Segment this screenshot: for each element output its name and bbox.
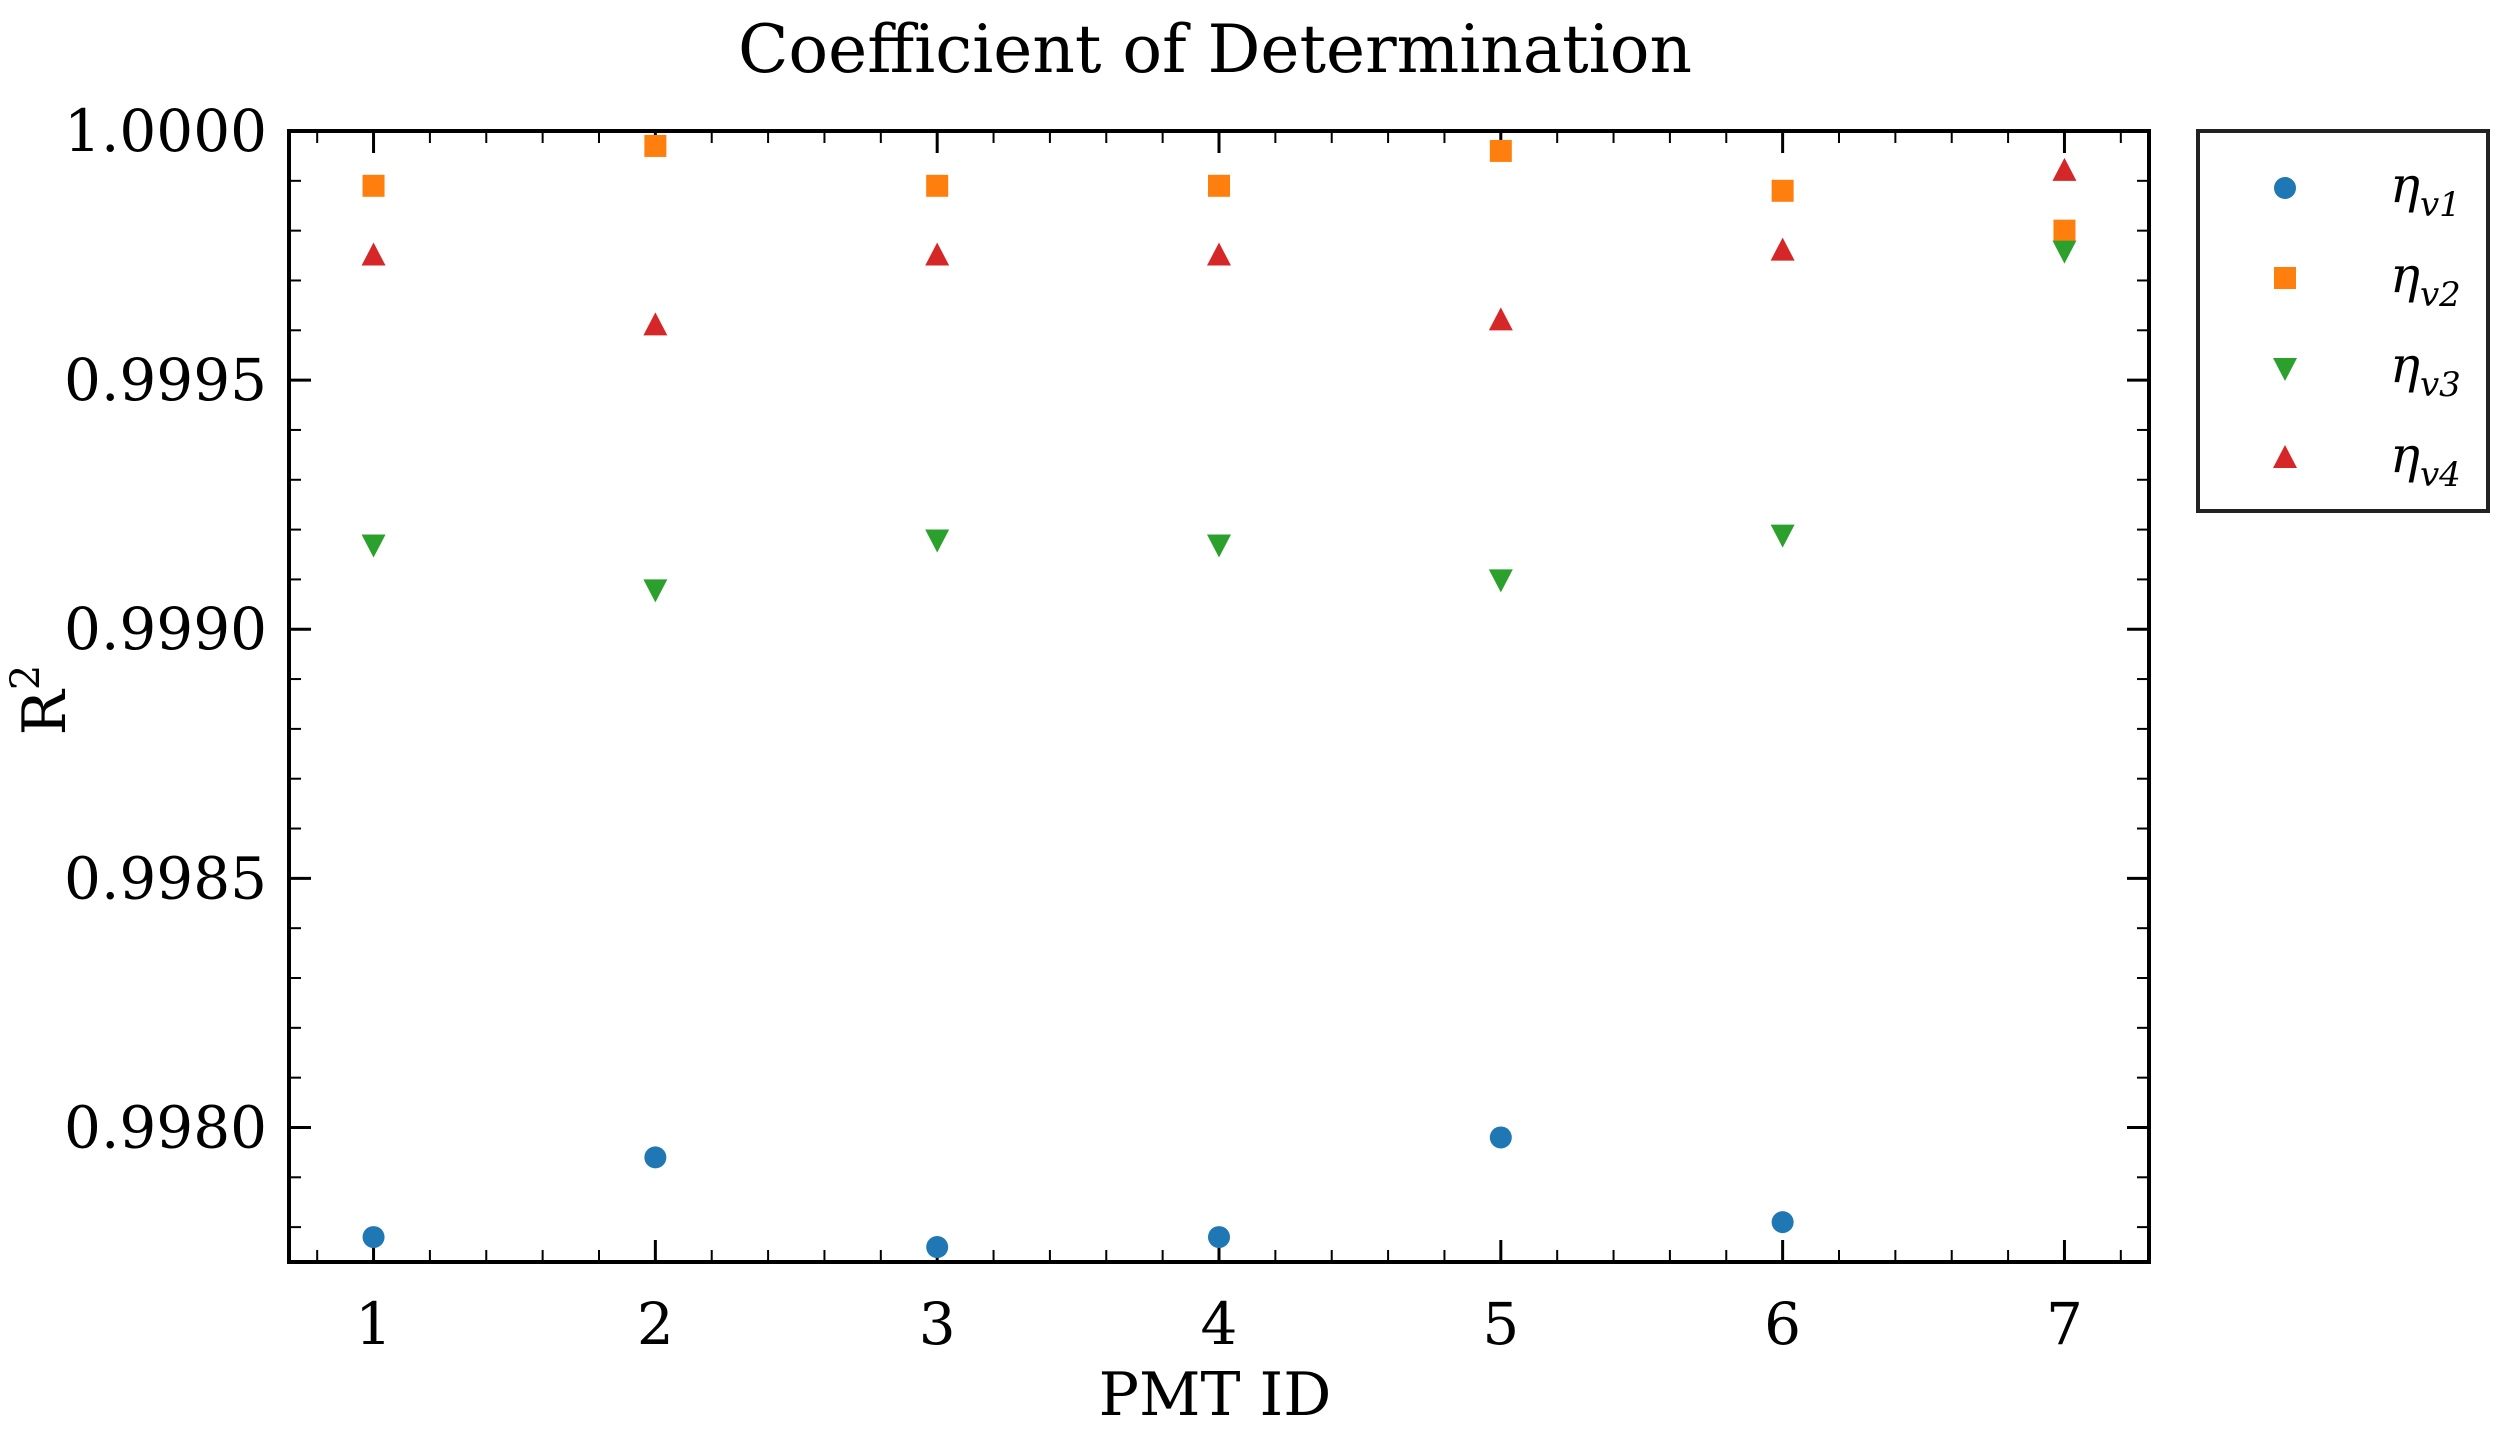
y-tick-label: 0.9985 [64,844,267,912]
legend-subscript: v3 [2420,365,2461,405]
point-series-1-x6 [1771,1211,1794,1234]
point-series-1-x3 [926,1236,949,1259]
y-axis-label-superscript: 2 [3,665,49,690]
point-series-2-x2 [644,134,667,157]
point-series-3-x5 [1488,569,1513,593]
point-series-4-x4 [1207,242,1231,266]
legend-entry-3: ηv3 [2390,336,2461,405]
legend-marker-3 [2273,358,2297,381]
point-series-4-x5 [1488,307,1513,331]
point-series-3-x2 [643,579,668,603]
data-points [361,134,2077,1259]
x-tick-label: 3 [919,1290,956,1358]
legend-symbol: η [2390,156,2420,214]
point-series-2-x4 [1208,174,1230,197]
legend-entry-2: ηv2 [2390,246,2461,315]
legend-entry-4: ηv4 [2390,426,2461,495]
x-tick-label: 7 [2046,1290,2083,1358]
x-tick-label: 4 [1201,1290,1238,1358]
legend-symbol: η [2390,426,2420,484]
x-tick-label: 2 [637,1290,674,1358]
point-series-3-x3 [925,529,950,553]
x-tick-label: 6 [1764,1290,1801,1358]
chart-title: Coefficient of Determination [738,11,1692,88]
point-series-2-x3 [926,174,949,197]
legend-subscript: v4 [2420,455,2461,495]
point-series-3-x7 [2052,240,2077,264]
point-series-4-x3 [925,242,950,266]
point-series-2-x1 [362,174,385,197]
legend-subscript: v2 [2420,275,2461,315]
x-tick-label: 1 [355,1290,392,1358]
y-tick-label: 0.9990 [64,595,267,663]
point-series-1-x2 [644,1146,667,1169]
legend-marker-4 [2273,445,2297,468]
point-series-2-x7 [2053,219,2076,242]
point-series-4-x6 [1770,237,1795,261]
point-series-3-x6 [1770,524,1795,548]
point-series-2-x6 [1771,179,1794,202]
point-series-3-x1 [361,534,386,558]
legend-entry-1: ηv1 [2390,156,2461,225]
point-series-1-x1 [362,1226,385,1249]
x-axis-ticks: 1 2 3 4 5 6 7 [316,131,2122,1358]
legend-symbol: η [2390,336,2420,394]
y-tick-label: 0.9980 [64,1093,267,1161]
y-tick-label: 0.9995 [64,346,267,414]
point-series-4-x2 [643,312,668,336]
y-tick-label: 1.0000 [64,97,267,165]
legend-box [2196,129,2490,513]
y-axis-label-main: R [10,688,80,735]
y-axis-label-group: R2 [3,665,80,736]
plot-frame [287,129,2151,1264]
x-tick-label: 5 [1482,1290,1519,1358]
point-series-4-x1 [361,242,386,266]
legend-marker-1 [2274,177,2296,199]
y-axis-ticks: 1.0000 0.9995 0.9990 0.9985 0.9980 [64,97,2149,1229]
point-series-4-x7 [2052,157,2077,181]
legend-subscript: v1 [2420,185,2461,225]
point-series-1-x5 [1489,1126,1512,1149]
y-axis-label: R2 [3,665,80,736]
legend-marker-2 [2274,267,2296,289]
point-series-2-x5 [1489,139,1512,162]
x-axis-label: PMT ID [1099,1360,1332,1430]
point-series-1-x4 [1208,1226,1230,1249]
point-series-3-x4 [1207,534,1231,558]
legend-symbol: η [2390,246,2420,304]
